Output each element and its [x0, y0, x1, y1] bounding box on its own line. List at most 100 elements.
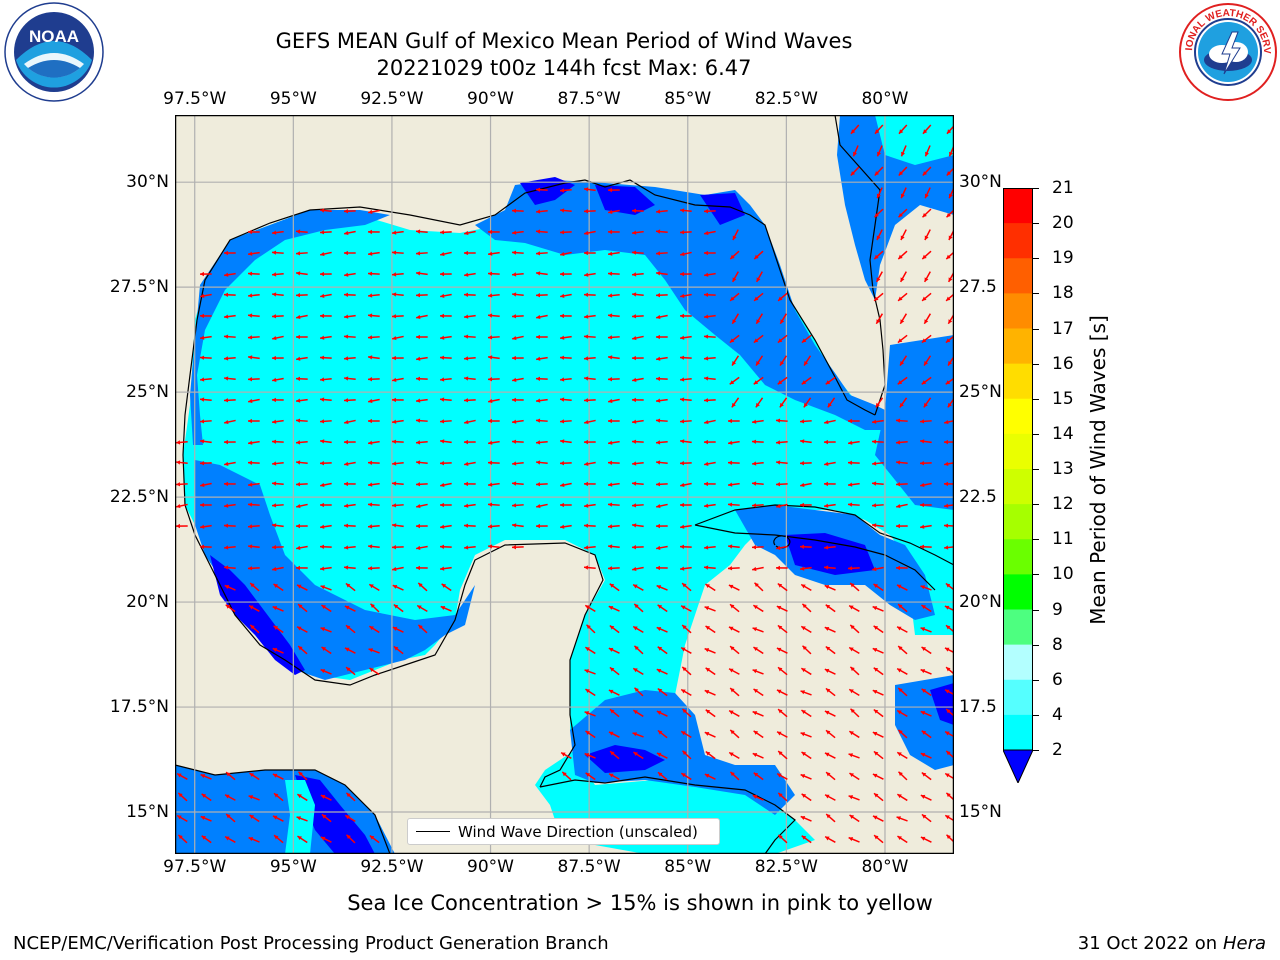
wind-wave-arrow	[559, 439, 572, 444]
wind-wave-arrow	[898, 771, 908, 781]
wind-wave-arrow	[199, 439, 212, 444]
wind-wave-arrow	[631, 503, 644, 508]
wind-wave-arrow	[200, 482, 212, 488]
wind-wave-arrow	[924, 145, 931, 157]
wind-wave-arrow	[393, 603, 404, 613]
wind-wave-arrow	[439, 461, 452, 466]
wind-wave-arrow	[296, 626, 308, 633]
wind-wave-arrow	[824, 584, 836, 591]
colorbar-tick	[1033, 539, 1039, 541]
wind-wave-arrow	[704, 461, 716, 467]
wind-wave-arrow	[632, 583, 644, 591]
wind-wave-arrow	[463, 376, 476, 381]
wind-wave-arrow	[847, 566, 860, 571]
wind-wave-arrow	[439, 230, 452, 235]
wind-wave-arrow	[848, 795, 860, 801]
wind-wave-arrow	[920, 627, 932, 633]
wind-wave-arrow	[873, 834, 884, 844]
wind-wave-arrow	[249, 772, 260, 781]
wind-wave-arrow	[535, 271, 548, 276]
wind-wave-arrow	[847, 460, 860, 465]
wind-wave-arrow	[729, 292, 740, 302]
wind-wave-arrow	[391, 292, 404, 297]
wind-wave-arrow	[295, 440, 308, 445]
wind-wave-arrow	[247, 460, 260, 465]
wind-wave-arrow	[847, 502, 860, 507]
wind-wave-arrow	[583, 334, 596, 339]
wind-wave-arrow	[559, 208, 572, 213]
wind-wave-arrow	[679, 335, 692, 340]
colorbar-segment	[1003, 293, 1033, 329]
wind-wave-arrow	[583, 481, 596, 487]
wind-wave-arrow	[609, 583, 620, 592]
wind-wave-arrow	[873, 708, 884, 718]
ocean-fields	[175, 115, 954, 854]
wind-wave-arrow	[247, 271, 260, 276]
wind-wave-arrow	[921, 730, 932, 739]
wind-wave-arrow	[873, 667, 884, 676]
colorbar-tick-label: 13	[1052, 459, 1074, 479]
wind-wave-arrow	[825, 645, 836, 655]
wind-wave-arrow	[584, 669, 596, 675]
wind-wave-arrow	[368, 209, 380, 215]
wind-wave-arrow	[559, 397, 572, 402]
wind-wave-arrow	[919, 439, 932, 444]
wind-wave-arrow	[679, 271, 692, 277]
colorbar-tick-label: 12	[1052, 494, 1074, 515]
wind-wave-arrow	[463, 545, 476, 550]
wind-wave-arrow	[729, 729, 740, 739]
colorbar	[1002, 188, 1034, 785]
wind-wave-arrow	[415, 356, 428, 361]
wind-wave-arrow	[247, 335, 260, 340]
wind-wave-arrow	[875, 397, 884, 408]
wind-wave-arrow	[895, 523, 908, 529]
wind-wave-arrow	[681, 708, 692, 718]
wind-wave-arrow	[272, 773, 284, 780]
wind-wave-arrow	[799, 439, 812, 444]
wind-wave-arrow	[535, 229, 548, 234]
wind-wave-arrow	[296, 793, 308, 802]
wind-wave-arrow	[320, 794, 332, 801]
wind-wave-arrow	[223, 545, 236, 550]
wind-wave-arrow	[439, 566, 452, 571]
wind-wave-arrow	[319, 230, 332, 235]
map-border	[175, 115, 954, 854]
wind-wave-arrow	[848, 688, 860, 697]
wind-wave-arrow	[631, 208, 644, 213]
wind-wave-arrow	[848, 836, 860, 843]
wind-wave-arrow	[249, 814, 260, 823]
wind-wave-arrow	[583, 439, 596, 445]
wind-wave-arrow	[703, 503, 716, 508]
wind-wave-arrow	[511, 314, 524, 319]
wind-wave-arrow	[487, 440, 500, 445]
wind-wave-arrow	[463, 523, 476, 528]
wind-wave-arrow	[295, 271, 308, 276]
lon-tick-label: 82.5°W	[754, 89, 818, 109]
wind-wave-arrow	[440, 605, 452, 612]
wind-wave-arrow	[897, 687, 908, 697]
wind-wave-arrow	[247, 229, 260, 235]
wind-wave-arrow	[320, 482, 332, 488]
wind-wave-arrow	[343, 545, 356, 550]
wind-wave-arrow	[800, 625, 812, 634]
wind-wave-arrow	[463, 334, 476, 339]
colorbar-segment	[1003, 469, 1033, 505]
wind-wave-arrow	[754, 582, 764, 592]
wind-wave-arrow	[776, 605, 788, 612]
wind-wave-arrow	[655, 251, 668, 256]
wind-wave-arrow	[800, 690, 812, 696]
wind-wave-arrow	[295, 376, 308, 381]
wind-wave-arrow	[609, 708, 620, 718]
wind-wave-arrow	[295, 356, 308, 361]
wind-wave-arrow	[873, 250, 884, 260]
lat-tick-label-right: 17.5	[959, 697, 997, 718]
wind-wave-arrow	[921, 771, 932, 781]
wind-wave-arrow	[296, 816, 308, 822]
lat-tick-label-right: 22.5	[959, 487, 997, 508]
wind-wave-arrow	[775, 440, 788, 445]
wind-wave-arrow	[176, 814, 188, 822]
wind-wave-arrow	[755, 271, 763, 283]
wind-wave-arrow	[345, 666, 356, 676]
wind-wave-arrow	[850, 124, 860, 135]
wind-wave-arrow	[897, 292, 908, 302]
